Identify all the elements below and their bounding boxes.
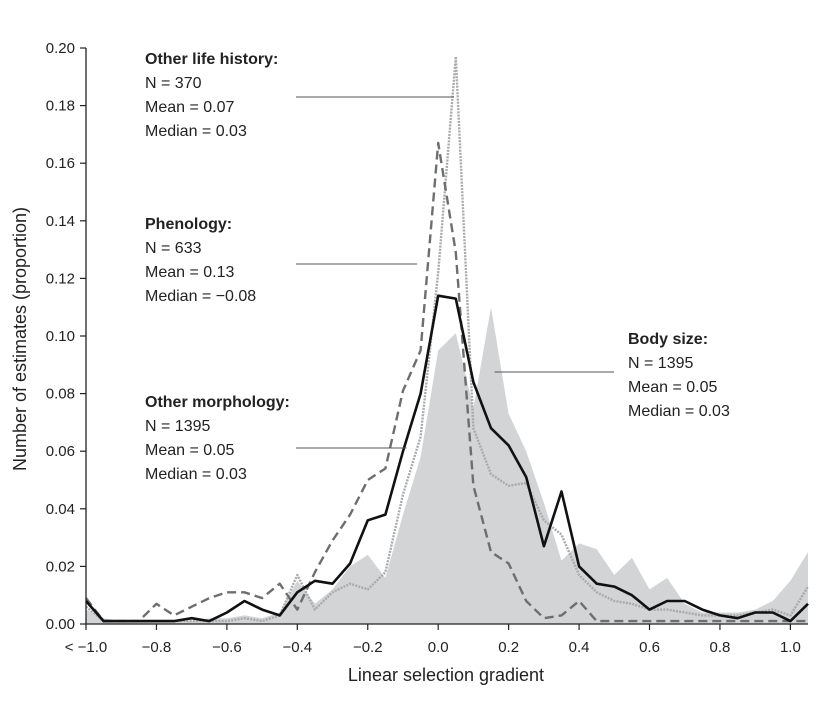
annotation-line: Mean = 0.05 (145, 442, 235, 459)
annotation-line: N = 370 (145, 75, 202, 92)
annotation-phenology: Phenology: N = 633 Mean = 0.13 Median = −0.… (145, 216, 418, 305)
annotation-line: Median = 0.03 (145, 123, 247, 140)
x-tick-label: −0.8 (142, 639, 172, 656)
annotations: Other life history: N = 370 Mean = 0.07 Med… (145, 51, 730, 483)
annotation-line: Median = 0.03 (145, 466, 247, 483)
plot-series (85, 55, 810, 624)
series-area-body-size (86, 307, 808, 624)
annotation-other-life-history: Other life history: N = 370 Mean = 0.07 Med… (145, 51, 455, 140)
x-axis-title: Linear selection gradient (348, 665, 544, 685)
annotation-other-morphology: Other morphology: N = 1395 Mean = 0.05 Medi… (145, 394, 407, 483)
y-tick-label: 0.14 (46, 213, 75, 230)
annotation-title: Other morphology: (145, 394, 290, 411)
y-tick-label: 0.16 (46, 155, 75, 172)
annotation-line: Mean = 0.13 (145, 264, 235, 281)
axes: 0.00 0.02 0.04 0.06 0.08 0.10 0.12 0.14 0.16 0.18… (46, 40, 808, 656)
annotation-line: Mean = 0.07 (145, 99, 235, 116)
y-tick-label: 0.18 (46, 98, 75, 115)
y-tick-label: 0.04 (46, 501, 75, 518)
annotation-line: Median = −0.08 (145, 288, 256, 305)
x-tick-label: 0.0 (428, 639, 449, 656)
y-tick-label: 0.10 (46, 328, 75, 345)
annotation-title: Phenology: (145, 216, 232, 233)
y-tick-label: 0.06 (46, 443, 75, 460)
annotation-line: N = 633 (145, 240, 202, 257)
x-ticks: < −1.0 −0.8 −0.6 −0.4 −0.2 0.0 0.2 0.4 0.6 0.8 1.0 (65, 624, 801, 656)
annotation-title: Body size: (628, 331, 708, 348)
y-ticks: 0.00 0.02 0.04 0.06 0.08 0.10 0.12 0.14 0.16 0.18… (46, 40, 86, 633)
x-tick-label: −0.6 (212, 639, 242, 656)
x-tick-label: 0.2 (498, 639, 519, 656)
y-tick-label: 0.02 (46, 558, 75, 575)
annotation-line: N = 1395 (145, 418, 210, 435)
x-tick-label: −0.2 (353, 639, 383, 656)
y-tick-label: 0.08 (46, 386, 75, 403)
series-line-phenology (85, 141, 808, 623)
series-line-other-morphology (85, 294, 809, 623)
x-tick-label: < −1.0 (65, 639, 108, 656)
x-tick-label: 1.0 (780, 639, 801, 656)
annotation-title: Other life history: (145, 51, 278, 68)
x-tick-label: −0.4 (283, 639, 313, 656)
y-tick-label: 0.00 (46, 616, 75, 633)
y-axis-title: Number of estimates (proportion) (10, 207, 30, 471)
annotation-line: N = 1395 (628, 355, 693, 372)
annotation-line: Mean = 0.05 (628, 379, 718, 396)
annotation-line: Median = 0.03 (628, 403, 730, 420)
x-tick-label: 0.4 (569, 639, 590, 656)
annotation-body-size: Body size: N = 1395 Mean = 0.05 Median = 0.… (494, 331, 730, 420)
x-tick-label: 0.6 (639, 639, 660, 656)
x-tick-label: 0.8 (710, 639, 731, 656)
y-tick-label: 0.12 (46, 270, 75, 287)
y-tick-label: 0.20 (46, 40, 75, 57)
